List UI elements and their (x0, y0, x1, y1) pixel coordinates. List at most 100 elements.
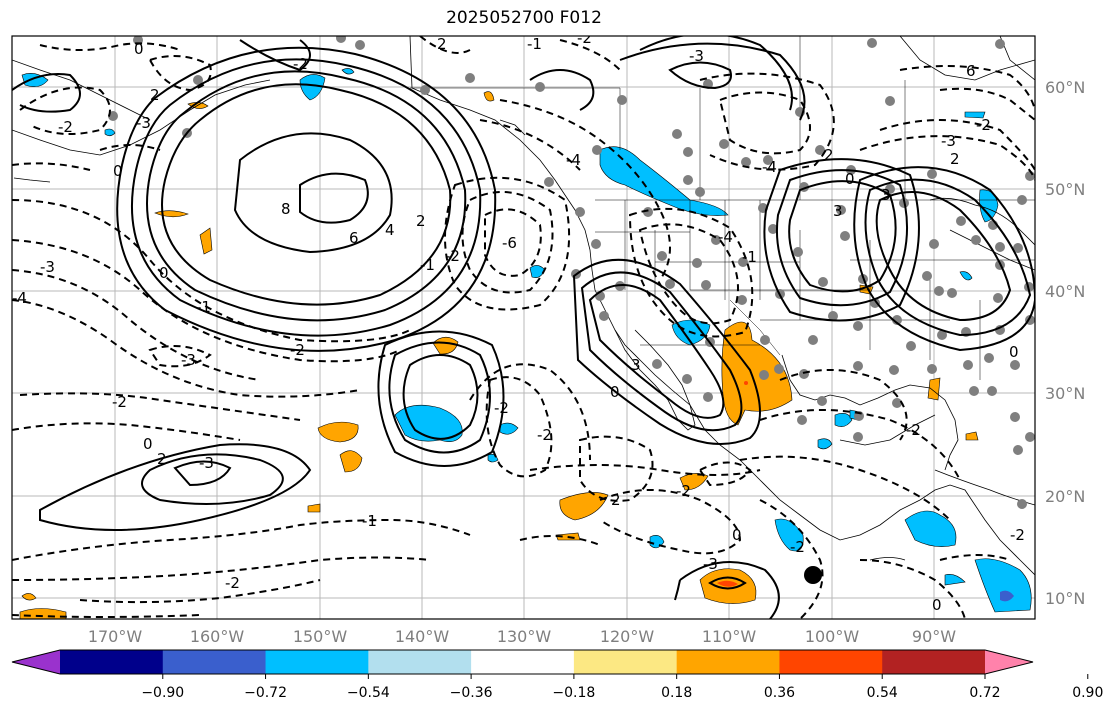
contour-label: -2 (293, 55, 308, 73)
contour-label: -4 (762, 158, 777, 176)
contour-label: 0 (159, 264, 169, 282)
contour-label: 0 (1009, 343, 1019, 361)
colorbar-segment (882, 650, 986, 674)
colorbar-segment (676, 650, 780, 674)
contour-label: -2 (790, 538, 805, 556)
contour-label: 3 (833, 202, 843, 220)
contour-label: 2 (824, 146, 834, 164)
contour-label: -1 (527, 35, 542, 53)
contour-label: -2 (225, 574, 240, 592)
colorbar-tick-label: 0.90 (1072, 685, 1103, 701)
colorbar-outline (11, 649, 1034, 675)
contour-label: -3 (181, 351, 196, 369)
lon-label: 130°W (497, 627, 552, 646)
contour-label: -2 (1010, 526, 1025, 544)
lat-label: 40°N (1045, 282, 1085, 301)
colorbar-tick-label: −0.54 (347, 685, 390, 701)
contour-label: -4 (12, 289, 27, 307)
colorbar: −0.90 −0.72 −0.54 −0.36 −0.18 0.18 0.36 0.54 0.7… (11, 649, 1103, 701)
contour-label: 0 (932, 596, 942, 614)
contour-label: -2 (676, 482, 691, 500)
contour-label: 8 (281, 200, 291, 218)
contour-label: -4 (566, 151, 581, 169)
colorbar-tick-label: −0.36 (450, 685, 493, 701)
contour-label: -2 (58, 118, 73, 136)
colorbar-tick-label: −0.90 (141, 685, 184, 701)
lon-label: 170°W (88, 627, 143, 646)
colorbar-tick-label: 0.18 (661, 685, 692, 701)
contour-label: 6 (966, 62, 976, 80)
colorbar-tick-label: −0.18 (552, 685, 595, 701)
colorbar-segment (162, 650, 267, 674)
contour-label: -3 (703, 555, 718, 573)
contour-label: 0 (610, 383, 620, 401)
contour-label: 0 (732, 526, 742, 544)
contour-label: -4 (718, 228, 733, 246)
latitude-axis-labels: 60°N 50°N 40°N 30°N 20°N 10°N (1045, 78, 1085, 608)
contour-label: -2 (577, 29, 592, 47)
deep-negative-core (1000, 590, 1014, 602)
lon-label: 140°W (395, 627, 450, 646)
colorbar-ticks: −0.90 −0.72 −0.54 −0.36 −0.18 0.18 0.36 0.54 0.7… (141, 674, 1103, 701)
lon-label: 160°W (190, 627, 245, 646)
contour-label: -1 (196, 298, 211, 316)
lat-label: 50°N (1045, 180, 1085, 199)
contour-label: 3 (881, 186, 891, 204)
contour-label: 0 (113, 162, 123, 180)
black-marker (804, 566, 822, 584)
contour-label: -3 (941, 132, 956, 150)
map-frame-border (11, 35, 1036, 620)
colorbar-blocks (12, 650, 1033, 674)
colorbar-tick-label: −0.72 (244, 685, 287, 701)
contour-label: 2 (950, 150, 960, 168)
colorbar-extend-max (985, 650, 1033, 674)
colorbar-extend-min (12, 650, 60, 674)
colorbar-tick-label: 0.54 (867, 685, 898, 701)
contour-label: -2 (976, 116, 991, 134)
contour-label: -2 (906, 421, 921, 439)
contour-label: -2 (445, 247, 460, 265)
lon-label: 120°W (600, 627, 655, 646)
lat-label: 10°N (1045, 589, 1085, 608)
contour-label: -1 (420, 256, 435, 274)
colorbar-segment (471, 650, 575, 674)
contour-labels: 0 2 2 -1 0 -2 -3 -3 -4 0 8 6 4 2 -1 -2 -… (12, 29, 1025, 614)
map-title: 2025052700 F012 (446, 8, 602, 28)
lat-label: 60°N (1045, 78, 1085, 97)
lon-label: 90°W (912, 627, 956, 646)
lon-label: 100°W (805, 627, 860, 646)
contour-label: -2 (290, 341, 305, 359)
red-core (717, 381, 748, 587)
contour-label: 6 (349, 229, 359, 247)
contour-label: 0 (134, 40, 144, 58)
contour-label: 3 (631, 356, 641, 374)
contour-label: 4 (385, 221, 395, 239)
lon-label: 150°W (293, 627, 348, 646)
contour-label: -6 (502, 234, 517, 252)
colorbar-segment (60, 650, 164, 674)
contour-label: -2 (537, 426, 552, 444)
lon-label: 110°W (702, 627, 757, 646)
colorbar-segment (265, 650, 369, 674)
contour-label: 2 (611, 491, 621, 509)
colorbar-tick-label: 0.36 (764, 685, 795, 701)
colorbar-tick-label: 0.72 (969, 685, 1000, 701)
negative-contours (12, 36, 1035, 619)
longitude-axis-labels: 170°W 160°W 150°W 140°W 130°W 120°W 110°… (88, 627, 956, 646)
lat-label: 30°N (1045, 384, 1085, 403)
contour-label: -3 (136, 114, 151, 132)
lat-label: 20°N (1045, 487, 1085, 506)
colorbar-segment (368, 650, 472, 674)
contour-label: 2 (150, 86, 160, 104)
positive-contours (12, 36, 1035, 619)
contour-label: 2 (437, 35, 447, 53)
contour-label: -3 (199, 454, 214, 472)
contour-label: -1 (742, 248, 757, 266)
contour-label: 2 (416, 212, 426, 230)
colorbar-segment (779, 650, 883, 674)
contour-label: -1 (362, 512, 377, 530)
contour-label: -3 (40, 258, 55, 276)
contour-label: -2 (494, 399, 509, 417)
contour-label: 0 (845, 170, 855, 188)
